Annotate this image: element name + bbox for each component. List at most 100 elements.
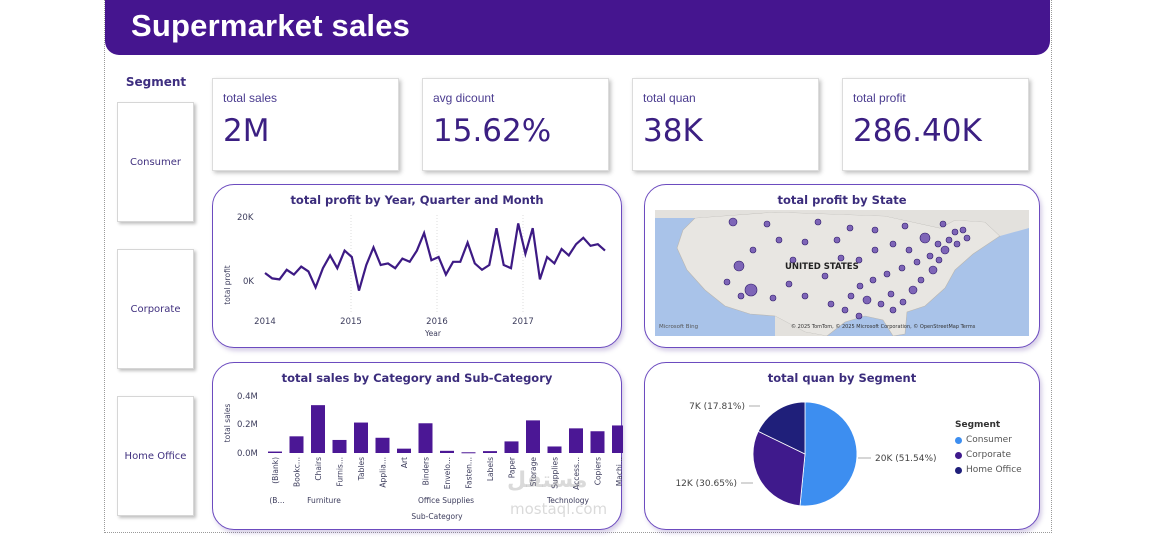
bar-chairs[interactable] xyxy=(311,405,325,453)
map-state-bubble[interactable] xyxy=(737,292,745,300)
map-state-bubble[interactable] xyxy=(926,252,934,260)
map-state-bubble[interactable] xyxy=(847,292,855,300)
map-state-bubble[interactable] xyxy=(763,220,771,228)
map-state-bubble[interactable] xyxy=(775,236,783,244)
map-state-bubble[interactable] xyxy=(905,246,913,254)
map-state-bubble[interactable] xyxy=(855,312,863,320)
quantity-pie-chart[interactable]: 20K (51.54%) 12K (30.65%) 7K (17.81%) xyxy=(645,363,1041,531)
map-state-bubble[interactable] xyxy=(889,240,897,248)
map-state-bubble[interactable] xyxy=(728,217,738,227)
kpi-value: 38K xyxy=(643,113,703,149)
map-state-bubble[interactable] xyxy=(908,285,918,295)
watermark-url: mostaql.com xyxy=(510,500,608,518)
bar-furnis[interactable] xyxy=(332,439,347,453)
map-state-bubble[interactable] xyxy=(963,234,971,242)
map-state-bubble[interactable] xyxy=(869,276,877,284)
x-axis-label: Sub-Category xyxy=(411,512,463,521)
bar-paper[interactable] xyxy=(504,441,519,453)
bar-bookc[interactable] xyxy=(289,436,304,453)
legend-item-home-office[interactable]: Home Office xyxy=(955,465,1022,475)
bar-blank[interactable] xyxy=(268,451,282,453)
map-copyright[interactable]: © 2025 TomTom, © 2025 Microsoft Corporat… xyxy=(791,323,976,330)
map-state-bubble[interactable] xyxy=(919,232,931,244)
map-state-bubble[interactable] xyxy=(898,264,906,272)
pie-slice-home-office[interactable] xyxy=(757,401,806,455)
pie-slice-consumer[interactable] xyxy=(799,401,858,507)
map-state-bubble[interactable] xyxy=(917,276,925,284)
x-tick-label: Labels xyxy=(486,457,495,481)
kpi-card-avg-discount[interactable]: avg dicount 15.62% xyxy=(422,78,609,171)
map-state-bubble[interactable] xyxy=(789,256,797,264)
bar-binders[interactable] xyxy=(418,423,433,453)
sales-bar-chart-card[interactable]: total sales by Category and Sub-Category… xyxy=(212,362,623,531)
y-tick-label: 0.4M xyxy=(237,392,258,402)
map-state-bubble[interactable] xyxy=(833,236,841,244)
map-state-bubble[interactable] xyxy=(953,240,961,248)
map-state-bubble[interactable] xyxy=(814,218,822,226)
map-state-bubble[interactable] xyxy=(913,258,921,266)
map-state-bubble[interactable] xyxy=(934,240,942,248)
bar-copiers[interactable] xyxy=(590,431,605,453)
bar-storage[interactable] xyxy=(526,420,540,453)
bar-applia[interactable] xyxy=(375,437,390,453)
map-state-bubble[interactable] xyxy=(846,224,854,232)
map-state-bubble[interactable] xyxy=(945,236,953,244)
legend-item-consumer[interactable]: Consumer xyxy=(955,435,1022,445)
map-state-bubble[interactable] xyxy=(901,222,909,230)
x-tick-label: Chairs xyxy=(314,457,323,481)
kpi-card-total-sales[interactable]: total sales 2M xyxy=(212,78,399,171)
map-state-bubble[interactable] xyxy=(855,256,863,264)
map-state-bubble[interactable] xyxy=(939,220,947,228)
kpi-card-total-profit[interactable]: total profit 286.40K xyxy=(842,78,1029,171)
profit-line-chart[interactable]: 20K 0K total profit 2014 2015 2016 2017 … xyxy=(213,185,623,349)
map-state-bubble[interactable] xyxy=(801,238,809,246)
map-state-bubble[interactable] xyxy=(935,256,943,264)
map-state-bubble[interactable] xyxy=(883,270,891,278)
map-state-bubble[interactable] xyxy=(856,282,864,290)
kpi-card-total-quantity[interactable]: total quan 38K xyxy=(632,78,819,171)
map-state-bubble[interactable] xyxy=(723,278,731,286)
map-state-bubble[interactable] xyxy=(733,260,745,272)
bar-labels[interactable] xyxy=(483,451,497,453)
legend-item-corporate[interactable]: Corporate xyxy=(955,450,1022,460)
map-state-bubble[interactable] xyxy=(928,265,938,275)
mexico-landmass xyxy=(775,316,827,336)
map-state-bubble[interactable] xyxy=(887,290,895,298)
bar-supplies[interactable] xyxy=(547,446,562,453)
bar-art[interactable] xyxy=(397,448,411,453)
map-state-bubble[interactable] xyxy=(827,300,835,308)
bar-envelo[interactable] xyxy=(440,450,454,453)
kpi-value: 2M xyxy=(223,113,270,149)
legend-dot-icon xyxy=(955,466,962,474)
map-state-bubble[interactable] xyxy=(785,280,793,288)
map-state-bubble[interactable] xyxy=(749,246,757,254)
bar-tables[interactable] xyxy=(354,422,368,453)
map-state-bubble[interactable] xyxy=(769,294,777,302)
map-state-bubble[interactable] xyxy=(862,295,872,305)
map-state-bubble[interactable] xyxy=(841,306,849,314)
map-state-bubble[interactable] xyxy=(837,254,845,262)
map-state-bubble[interactable] xyxy=(899,298,907,306)
segment-button-consumer[interactable]: Consumer xyxy=(117,102,194,222)
map-state-bubble[interactable] xyxy=(871,246,879,254)
map-state-bubble[interactable] xyxy=(959,226,967,234)
bar-fasten[interactable] xyxy=(461,452,476,454)
map-state-bubble[interactable] xyxy=(877,300,885,308)
map-state-bubble[interactable] xyxy=(871,226,879,234)
profit-series-line[interactable] xyxy=(264,223,606,291)
bar-access[interactable] xyxy=(569,428,583,453)
quantity-pie-chart-card[interactable]: total quan by Segment 20K (51.54%) 12K (… xyxy=(644,362,1040,530)
map-state-bubble[interactable] xyxy=(889,306,897,314)
us-profit-map[interactable]: UNITED STATES Microsoft Bing © 2025 TomT… xyxy=(655,210,1029,336)
map-state-bubble[interactable] xyxy=(744,283,758,297)
segment-button-home-office[interactable]: Home Office xyxy=(117,396,194,516)
segment-button-corporate[interactable]: Corporate xyxy=(117,249,194,369)
profit-line-chart-card[interactable]: total profit by Year, Quarter and Month … xyxy=(212,184,622,348)
map-state-bubble[interactable] xyxy=(951,228,959,236)
bar-machi[interactable] xyxy=(612,425,623,453)
pie-slice-corporate[interactable] xyxy=(752,430,806,507)
map-state-bubble[interactable] xyxy=(821,272,829,280)
map-state-bubble[interactable] xyxy=(801,292,809,300)
sales-bar-chart[interactable]: 0.4M 0.2M 0.0M total sales (Blank) Bookc.… xyxy=(213,363,623,531)
map-state-bubble[interactable] xyxy=(940,245,950,255)
